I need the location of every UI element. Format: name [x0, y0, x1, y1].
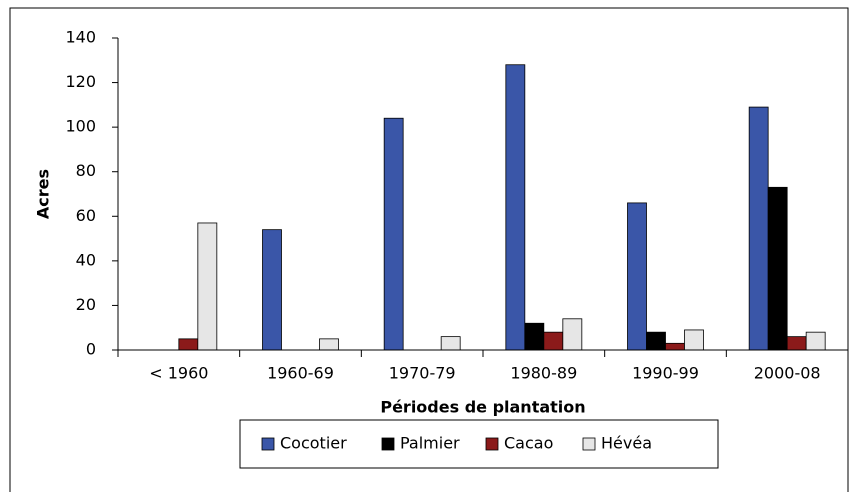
legend-swatch	[381, 437, 395, 451]
bar	[524, 322, 545, 351]
bar	[178, 338, 199, 351]
legend-label: Hévéa	[601, 434, 652, 453]
bar	[543, 331, 564, 351]
bar	[197, 222, 218, 351]
x-tick-label: 2000-08	[754, 364, 821, 383]
y-tick-label: 140	[65, 28, 96, 47]
y-axis-title: Acres	[34, 169, 53, 219]
legend-swatch	[582, 437, 596, 451]
bar	[627, 202, 647, 351]
y-tick-label: 20	[76, 295, 96, 314]
y-tick-label: 120	[65, 72, 96, 91]
bar	[786, 336, 807, 351]
bar	[440, 336, 461, 351]
chart-frame	[9, 7, 849, 492]
x-tick-label: 1960-69	[267, 364, 334, 383]
legend-box	[239, 419, 719, 469]
x-tick-label: 1980-89	[510, 364, 577, 383]
bar	[262, 229, 282, 351]
x-tick-label: 1970-79	[389, 364, 456, 383]
bar	[748, 106, 769, 351]
bar	[684, 329, 704, 351]
x-tick-label: < 1960	[149, 364, 208, 383]
bar	[646, 331, 666, 351]
bar	[505, 64, 526, 351]
x-axis-title: Périodes de plantation	[380, 398, 585, 417]
y-tick-label: 60	[76, 206, 96, 225]
bar	[767, 186, 788, 351]
bar	[562, 318, 583, 351]
y-tick-label: 100	[65, 117, 96, 136]
bar	[805, 331, 826, 351]
x-tick-label: 1990-99	[632, 364, 699, 383]
bar	[319, 338, 339, 351]
bar	[383, 117, 404, 351]
legend-label: Cocotier	[280, 434, 347, 453]
y-tick-label: 80	[76, 161, 96, 180]
legend-swatch	[261, 437, 275, 451]
y-tick-label: 40	[76, 250, 96, 269]
legend-swatch	[485, 437, 499, 451]
y-tick-label: 0	[86, 340, 96, 359]
legend-label: Palmier	[400, 434, 460, 453]
legend-label: Cacao	[504, 434, 553, 453]
bar	[665, 342, 685, 351]
